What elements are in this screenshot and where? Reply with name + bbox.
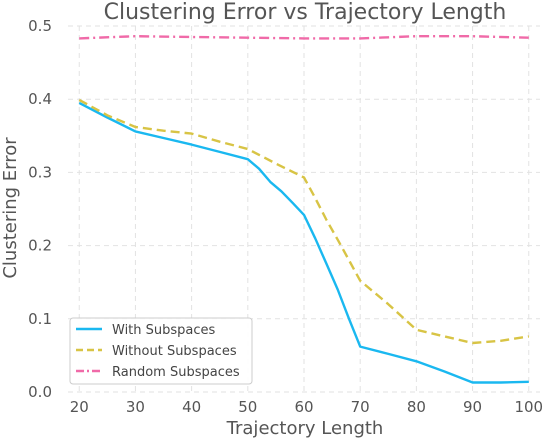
x-tick-label: 80: [407, 398, 426, 416]
y-tick-label: 0.0: [28, 383, 52, 401]
legend-label-random-subspaces: Random Subspaces: [112, 365, 240, 380]
series-line-random-subspaces: [79, 35, 529, 40]
y-tick-label: 0.3: [28, 163, 52, 181]
x-tick-label: 60: [294, 398, 313, 416]
series-line-without-subspaces: [78, 98, 529, 345]
legend-label-without-subspaces: Without Subspaces: [112, 344, 237, 359]
legend: With Subspaces Without Subspaces Random Su…: [69, 317, 253, 385]
grid: [68, 25, 540, 393]
y-tick-label: 0.2: [28, 237, 52, 255]
x-tick-label: 70: [351, 398, 370, 416]
x-tick-label: 100: [514, 398, 543, 416]
tick-labels: 20 30 40 50 60 70 80 90 100 0.0 0.1 0.2 0.3 0.4 0.5: [28, 17, 543, 416]
y-tick-label: 0.5: [28, 17, 52, 35]
series-lines: [78, 35, 529, 384]
x-tick-label: 30: [126, 398, 145, 416]
chart-title: Clustering Error vs Trajectory Length: [104, 0, 507, 25]
x-tick-label: 50: [238, 398, 257, 416]
x-tick-label: 40: [182, 398, 201, 416]
series-line-with-subspaces: [78, 101, 529, 384]
legend-label-with-subspaces: With Subspaces: [112, 323, 216, 338]
y-tick-label: 0.4: [28, 90, 52, 108]
y-tick-label: 0.1: [28, 310, 52, 328]
x-axis-title: Trajectory Length: [226, 418, 384, 438]
x-tick-label: 90: [463, 398, 482, 416]
y-axis-title: Clustering Error: [0, 137, 21, 279]
legend-box: [69, 317, 253, 385]
x-tick-label: 20: [70, 398, 89, 416]
